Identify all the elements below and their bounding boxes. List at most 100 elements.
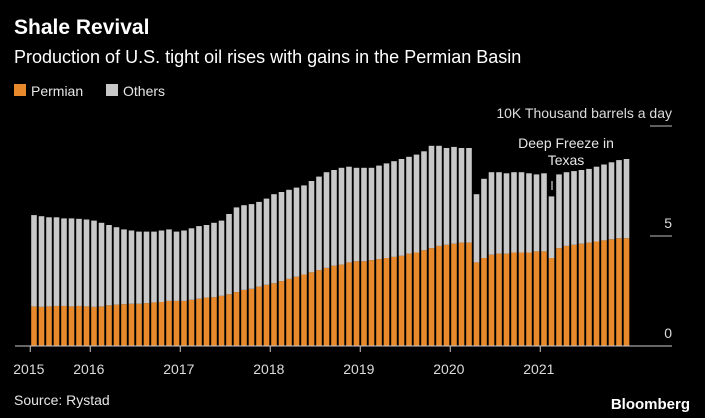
bar-segment	[353, 167, 360, 262]
bar-segment	[301, 274, 307, 346]
bar-segment	[526, 173, 532, 253]
bar-segment	[286, 278, 292, 346]
bar-segment	[548, 196, 555, 258]
bar-segment	[608, 239, 615, 346]
bar-segment	[481, 178, 487, 258]
bar-segment	[143, 231, 150, 304]
bar-segment	[353, 261, 360, 346]
bar-segment	[203, 297, 210, 346]
bar-segment	[593, 241, 600, 346]
source: Source: Rystad	[14, 392, 110, 408]
bar-segment	[481, 258, 487, 346]
bar-segment	[308, 272, 315, 346]
bar-segment	[106, 225, 112, 306]
bar-segment	[271, 194, 277, 284]
bar-segment	[391, 256, 397, 346]
bar-segment	[488, 254, 495, 346]
bar-segment	[421, 151, 427, 251]
bar-segment	[556, 174, 562, 249]
bar-segment	[323, 267, 330, 346]
brand: Bloomberg	[611, 396, 690, 413]
bar-segment	[46, 217, 52, 307]
y-tick-label: 10K	[496, 105, 522, 121]
bar-segment	[188, 299, 195, 346]
bar-segment	[248, 288, 255, 346]
bar-segment	[256, 201, 262, 287]
bar-segment	[38, 306, 45, 346]
bar-segment	[413, 252, 420, 346]
bar-segment	[98, 306, 105, 346]
bar-segment	[541, 251, 547, 346]
bar-segment	[398, 159, 405, 256]
bar-segment	[533, 251, 540, 346]
bar-segment	[166, 300, 172, 346]
bar-segment	[503, 173, 510, 254]
bar-segment	[368, 167, 375, 261]
bar-segment	[76, 218, 82, 306]
bar-segment	[173, 231, 180, 301]
x-tick-label: 2018	[253, 361, 284, 377]
bar-segment	[98, 222, 105, 307]
bar-segment	[548, 258, 555, 346]
bar-segment	[571, 171, 577, 245]
y-tick-label: 5	[664, 215, 672, 231]
x-tick-label: 2020	[433, 361, 464, 377]
bar-segment	[511, 172, 517, 253]
bar-segment	[173, 300, 180, 346]
bar-segment	[68, 218, 75, 307]
bar-segment	[361, 167, 367, 262]
bar-segment	[31, 215, 37, 307]
bar-segment	[293, 276, 300, 346]
bar-segment	[361, 261, 367, 346]
bar-segment	[496, 172, 502, 254]
bar-segment	[601, 240, 607, 346]
bar-segment	[421, 250, 427, 346]
bar-segment	[181, 300, 187, 346]
bar-segment	[458, 148, 465, 243]
bar-segment	[346, 262, 352, 346]
legend-label: Permian	[31, 83, 83, 99]
bar-segment	[316, 176, 322, 271]
bar-segment	[113, 304, 120, 346]
bar-segment	[158, 230, 165, 302]
bar-segment	[181, 230, 187, 301]
bar-segment	[263, 198, 270, 285]
bar-segment	[503, 253, 510, 346]
bar-segment	[61, 305, 67, 346]
bar-segment	[278, 281, 285, 346]
y-tick-label: 0	[664, 325, 672, 341]
bar-segment	[226, 294, 232, 346]
bar-segment	[256, 286, 262, 346]
bar-segment	[241, 205, 247, 290]
x-tick-label: 2016	[73, 361, 104, 377]
bar-segment	[383, 163, 390, 258]
bar-segment	[196, 298, 202, 346]
bar-segment	[241, 289, 247, 346]
bar-segment	[293, 187, 300, 277]
bar-segment	[586, 168, 592, 243]
bar-segment	[601, 164, 607, 241]
x-tick-label: 2015	[13, 361, 44, 377]
bar-segment	[211, 297, 217, 346]
bar-segment	[278, 192, 285, 282]
bar-segment	[451, 243, 457, 346]
bar-segment	[158, 302, 165, 346]
bar-segment	[466, 148, 472, 243]
bar-segment	[233, 292, 240, 346]
bar-segment	[196, 226, 202, 299]
bar-segment	[46, 306, 52, 346]
bar-segment	[488, 172, 495, 255]
bar-segment	[218, 295, 225, 346]
bar-segment	[76, 305, 82, 346]
bar-segment	[466, 242, 472, 346]
bar-segment	[53, 217, 60, 306]
bar-segment	[83, 306, 90, 346]
bar-segment	[53, 305, 60, 346]
bar-segment	[578, 243, 585, 346]
bar-segment	[556, 248, 562, 346]
bar-segment	[211, 222, 217, 298]
bar-segment	[113, 227, 120, 305]
bar-segment	[533, 174, 540, 252]
bar-segment	[443, 244, 450, 346]
